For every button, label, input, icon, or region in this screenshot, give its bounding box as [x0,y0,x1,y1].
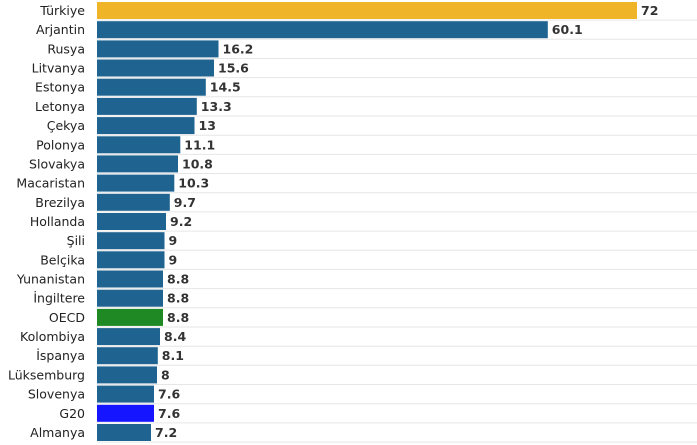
value-label: 60.1 [552,22,583,37]
value-label: 15.6 [218,61,249,76]
bar [97,232,165,250]
category-label: Brezilya [35,195,85,210]
bar [97,59,214,77]
category-label: Çekya [47,118,85,133]
value-label: 13 [199,118,216,133]
value-label: 7.2 [155,425,177,440]
value-label: 14.5 [210,80,241,95]
bar [97,21,548,39]
bar [97,424,151,441]
value-label: 9.7 [174,195,196,210]
value-label: 16.2 [223,41,254,56]
category-label: Macaristan [16,176,85,191]
value-label: 8.1 [162,348,184,363]
bar [97,289,163,307]
bar [97,328,160,346]
category-label: Arjantin [36,22,85,37]
bar [97,78,206,96]
category-label: Polonya [36,137,85,152]
category-labels: Türkiye Arjantin Rusya Litvanya Estonya Leton… [8,3,85,440]
category-label: Belçika [40,252,85,267]
bar [97,308,163,326]
category-label: Şili [67,233,85,248]
bar [97,385,154,403]
category-label: Hollanda [30,214,85,229]
value-label: 8.4 [164,329,186,344]
category-label: İspanya [36,348,85,363]
bar [97,251,165,269]
value-label: 8 [161,367,170,382]
category-label: Rusya [47,41,85,56]
value-label: 11.1 [184,137,215,152]
value-label: 10.3 [178,176,209,191]
value-label: 7.6 [158,406,180,421]
bar [97,2,637,19]
category-label: Türkiye [39,3,85,18]
category-label: Letonya [35,99,85,114]
value-label: 9 [169,233,178,248]
value-label: 72 [641,3,658,18]
bar [97,117,195,135]
category-label: İngiltere [33,291,85,306]
bar [97,366,157,384]
value-label: 8.8 [167,272,189,287]
value-labels: 72 60.1 16.2 15.6 14.5 13.3 13 11.1 10.8 10.3 9.7 9… [155,3,658,440]
category-label: Lüksemburg [8,367,85,382]
value-label: 10.8 [182,156,213,171]
value-label: 9 [169,252,178,267]
category-label: Litvanya [32,61,85,76]
bar [97,136,181,154]
bars [97,2,637,441]
bar [97,155,178,173]
value-label: 8.8 [167,310,189,325]
bar [97,347,158,365]
bar [97,213,166,230]
bar [97,404,154,422]
bar [97,270,163,288]
category-label: OECD [49,310,85,325]
bar [97,97,197,115]
category-label: Slovenya [28,387,85,402]
bar [97,193,170,211]
category-label: Slovakya [29,156,85,171]
category-label: Estonya [35,80,85,95]
category-label: G20 [59,406,85,421]
value-label: 9.2 [170,214,192,229]
category-label: Yunanistan [16,272,85,287]
category-label: Almanya [30,425,85,440]
value-label: 13.3 [201,99,232,114]
bar [97,40,219,58]
value-label: 8.8 [167,291,189,306]
bar [97,174,175,192]
gridlines [97,19,697,443]
category-label: Kolombiya [20,329,85,344]
value-label: 7.6 [158,387,180,402]
